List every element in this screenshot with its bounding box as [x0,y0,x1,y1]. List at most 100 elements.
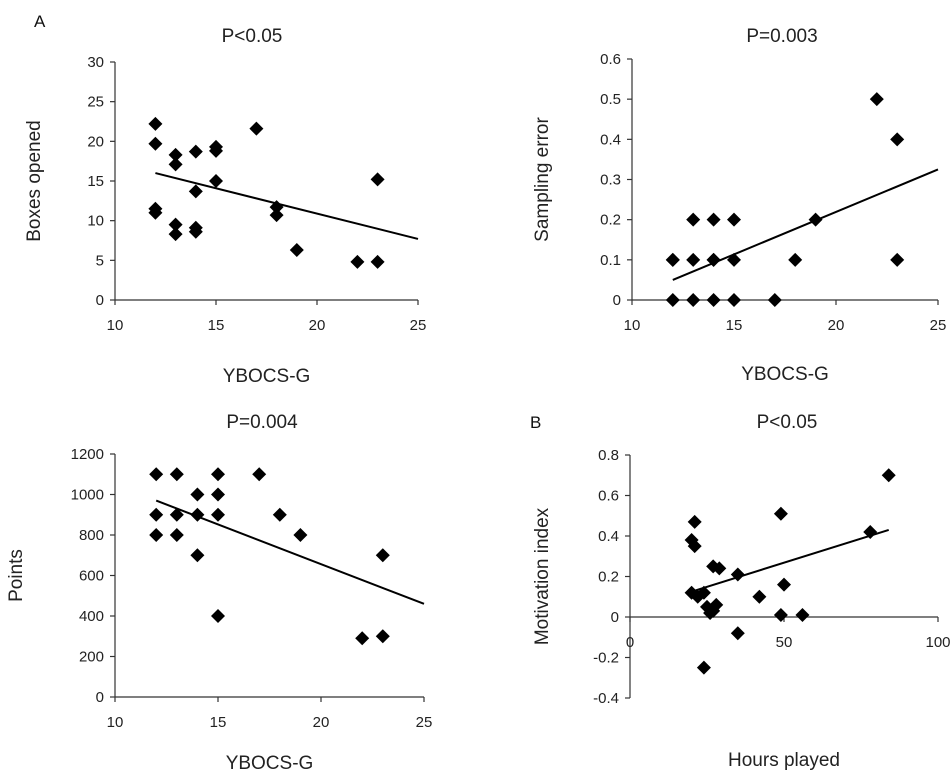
data-point [795,607,810,622]
y-tick-label: 0.6 [600,51,621,68]
chart-title: P<0.05 [222,26,283,47]
data-point [730,567,745,582]
data-point [706,252,721,267]
y-tick-label: 0 [96,689,104,706]
y-tick-label: 0 [613,292,621,309]
x-tick-label: 15 [726,317,743,334]
y-tick-label: 0 [611,609,619,626]
x-tick-label: 25 [416,714,433,731]
y-tick-label: 0.4 [598,528,619,545]
data-point [773,607,788,622]
data-point [890,252,905,267]
data-point [788,252,803,267]
chart-title: P<0.05 [757,412,818,433]
data-point [696,660,711,675]
data-point [863,524,878,539]
data-point [752,589,767,604]
data-point [808,212,823,227]
y-axis-label: Motivation index [532,507,553,645]
x-tick-label: 10 [107,317,124,334]
data-point [169,528,184,542]
data-point [293,528,308,542]
chart-panel-4: P<0.05 -0.4 -0.2 0 0.2 0.4 0.6 0.8 0 50 100 Hours p… [532,412,950,771]
x-axis-label: YBOCS-G [226,753,314,774]
data-point [890,132,905,147]
data-point [355,631,370,646]
y-tick-label: 400 [79,608,104,625]
data-point [148,205,163,220]
data-point [712,561,727,576]
data-point [169,507,184,522]
chart-panel-1: P<0.05 0 5 10 15 20 25 30 10 15 20 25 YBOCS-G Boxes o… [24,26,426,387]
data-point [148,116,163,131]
data-point [188,224,203,239]
data-point [727,252,741,267]
data-point [375,548,390,563]
data-point [168,217,183,232]
y-axis-label: Sampling error [532,117,553,242]
data-point [727,212,741,227]
data-point [289,243,304,258]
data-point [188,184,203,199]
data-point [269,200,284,215]
x-axis-label: YBOCS-G [223,366,311,387]
data-point [686,252,701,267]
data-point [211,609,225,623]
data-point [665,252,680,267]
data-point [370,254,385,269]
y-tick-label: 20 [87,133,104,150]
data-point [190,487,205,502]
x-tick-label: 20 [309,317,326,334]
data-point [686,212,701,227]
data-point [188,144,203,159]
data-point [211,487,225,502]
data-point [252,467,267,482]
data-point [211,467,225,482]
data-point [665,293,680,307]
data-point [169,467,184,482]
data-point [881,468,896,483]
x-tick-label: 20 [313,714,330,731]
y-tick-label: 0.3 [600,172,621,189]
data-point [869,92,884,107]
data-point [190,507,205,522]
data-point [777,577,791,592]
data-point [350,254,365,269]
chart-panel-3: P=0.004 0 200 400 600 800 1000 1200 10 15 20 25 YBOC… [6,412,432,774]
data-point [269,208,284,223]
y-tick-label: 0.8 [598,447,619,464]
x-tick-label: 15 [210,714,227,731]
data-point [370,172,385,187]
y-tick-label: 0.6 [598,488,619,505]
data-point [773,506,788,521]
data-point [375,629,390,644]
y-tick-label: -0.4 [593,690,619,707]
chart-title: P=0.003 [746,26,817,47]
data-point [249,121,264,136]
chart-panel-2: P=0.003 0 0.1 0.2 0.3 0.4 0.5 0.6 10 15 20 25 YBOCS-… [532,26,946,385]
data-point [706,293,721,307]
x-tick-label: 25 [930,317,947,334]
data-point [168,157,183,172]
data-point [686,293,701,307]
data-point [272,507,287,522]
x-axis-label: Hours played [728,750,840,771]
y-tick-label: 1200 [71,446,104,463]
chart-title: P=0.004 [226,412,298,433]
y-tick-label: 1000 [71,487,104,504]
y-tick-label: 0.5 [600,91,621,108]
y-tick-label: 15 [87,173,104,190]
y-tick-label: 0 [96,292,104,309]
data-point [767,293,782,307]
x-tick-label: 10 [107,714,124,731]
data-point [709,597,724,612]
panel-label-b: B [530,413,541,432]
x-tick-label: 50 [776,634,793,651]
data-point [168,147,183,162]
data-point [209,174,223,188]
y-axis-label: Boxes opened [24,120,45,242]
y-tick-label: 0.1 [600,252,621,269]
x-tick-label: 25 [410,317,427,334]
